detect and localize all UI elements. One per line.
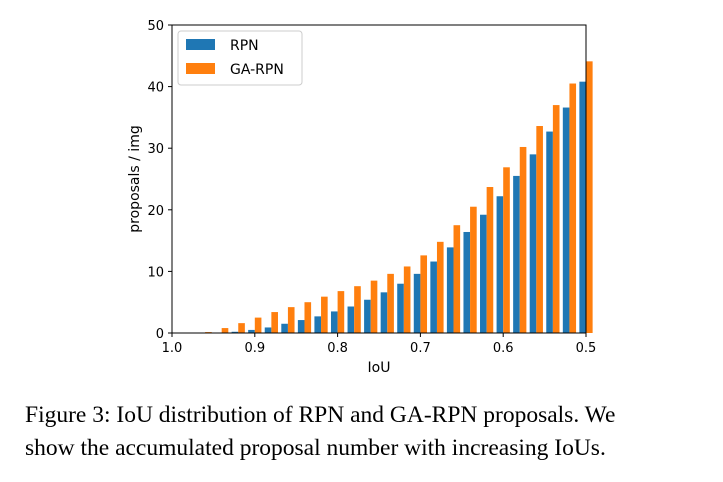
bar-ga-rpn-0.82 — [321, 296, 328, 333]
bar-rpn-0.92 — [231, 331, 239, 333]
y-tick-label: 20 — [147, 204, 164, 219]
bar-ga-rpn-0.86 — [287, 307, 295, 333]
legend-swatch-rpn — [186, 39, 215, 50]
x-axis-label: IoU — [368, 360, 391, 376]
bar-rpn-0.64 — [463, 231, 471, 333]
bar-rpn-0.60 — [496, 196, 504, 333]
bar-rpn-0.84 — [297, 320, 305, 333]
x-tick-label: 0.6 — [493, 341, 514, 356]
bar-ga-rpn-0.52 — [569, 83, 577, 334]
bar-ga-rpn-0.84 — [304, 302, 312, 333]
x-tick-label: 1.0 — [162, 341, 183, 356]
y-axis: 0 10 20 30 40 50 — [147, 19, 172, 342]
bar-rpn-0.76 — [364, 299, 371, 333]
bar-rpn-0.50 — [579, 81, 586, 333]
bar-ga-rpn-0.58 — [519, 146, 527, 333]
y-tick-label: 30 — [147, 142, 164, 157]
y-axis-label: proposals / img — [127, 125, 143, 232]
legend-label-rpn: RPN — [230, 38, 259, 54]
bar-ga-rpn-0.80 — [337, 291, 345, 333]
caption-line-2: show the accumulated proposal number wit… — [25, 435, 606, 461]
bar-rpn-0.74 — [380, 292, 388, 333]
bar-rpn-0.66 — [446, 247, 454, 333]
bar-ga-rpn-0.74 — [387, 273, 394, 333]
bar-ga-rpn-0.70 — [420, 255, 428, 333]
x-tick-label: 0.8 — [327, 341, 348, 356]
x-tick-label: 0.7 — [410, 341, 431, 356]
bar-rpn-0.90 — [248, 329, 255, 333]
bar-ga-rpn-0.72 — [403, 266, 411, 333]
bar-ga-rpn-0.50 — [586, 61, 593, 334]
bar-rpn-0.68 — [430, 261, 437, 333]
bar-ga-rpn-0.78 — [354, 286, 361, 333]
bar-ga-rpn-0.54 — [552, 105, 560, 333]
bar-rpn-0.82 — [314, 316, 322, 333]
bar-ga-rpn-0.94 — [221, 328, 229, 333]
legend-label-ga-rpn: GA-RPN — [230, 62, 284, 78]
bar-rpn-0.56 — [529, 154, 537, 333]
bar-rpn-0.54 — [546, 131, 553, 333]
bar-rpn-0.70 — [413, 273, 421, 333]
y-tick-label: 10 — [147, 265, 164, 280]
chart: 1.0 0.9 0.8 0.7 0.6 0.5 0 10 20 30 40 50 IoU propo… — [127, 19, 597, 376]
bar-rpn-0.80 — [330, 311, 338, 333]
bar-ga-rpn-0.76 — [370, 280, 378, 333]
y-tick-label: 50 — [147, 19, 164, 34]
bar-rpn-0.86 — [281, 323, 288, 333]
bar-rpn-0.62 — [480, 214, 487, 333]
bar-rpn-0.88 — [264, 327, 272, 333]
bar-ga-rpn-0.92 — [238, 323, 245, 333]
figure-caption: Figure 3: IoU distribution of RPN and GA… — [25, 399, 715, 465]
bar-rpn-0.58 — [513, 175, 520, 333]
bar-rpn-0.78 — [347, 306, 355, 333]
plot-frame — [171, 24, 587, 334]
caption-line-1: Figure 3: IoU distribution of RPN and GA… — [25, 402, 616, 428]
bar-ga-rpn-0.90 — [254, 317, 262, 333]
bar-ga-rpn-0.60 — [503, 167, 510, 333]
bar-ga-rpn-0.68 — [436, 241, 444, 333]
bar-ga-rpn-0.62 — [486, 187, 494, 333]
x-tick-label: 0.9 — [244, 341, 265, 356]
bars-group — [205, 61, 593, 334]
legend: RPN GA-RPN — [177, 30, 303, 86]
bar-ga-rpn-0.88 — [271, 312, 278, 333]
bar-ga-rpn-0.66 — [453, 225, 461, 333]
legend-swatch-ga-rpn — [186, 63, 215, 74]
bar-ga-rpn-0.64 — [470, 206, 477, 333]
bar-rpn-0.52 — [562, 107, 570, 333]
x-tick-label: 0.5 — [576, 341, 597, 356]
x-axis: 1.0 0.9 0.8 0.7 0.6 0.5 — [162, 333, 597, 356]
y-tick-label: 40 — [147, 81, 164, 96]
y-tick-label: 0 — [156, 327, 164, 342]
bar-ga-rpn-0.56 — [536, 126, 543, 334]
bar-rpn-0.72 — [397, 283, 404, 333]
